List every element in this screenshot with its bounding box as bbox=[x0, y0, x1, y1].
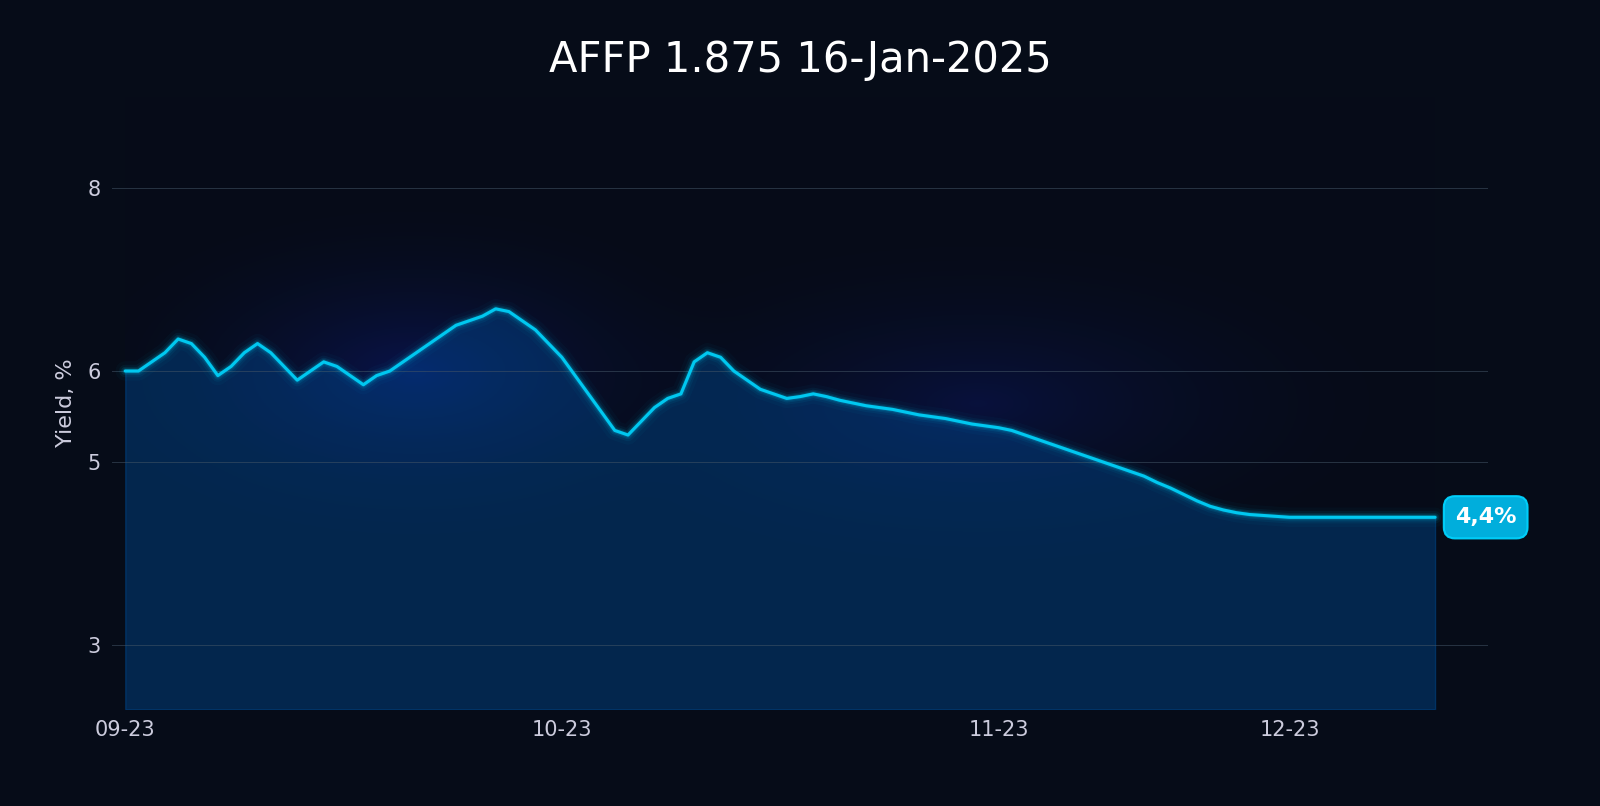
Text: 4,4%: 4,4% bbox=[1454, 507, 1517, 527]
Title: AFFP 1.875 16-Jan-2025: AFFP 1.875 16-Jan-2025 bbox=[549, 39, 1051, 81]
Y-axis label: Yield, %: Yield, % bbox=[56, 359, 77, 447]
